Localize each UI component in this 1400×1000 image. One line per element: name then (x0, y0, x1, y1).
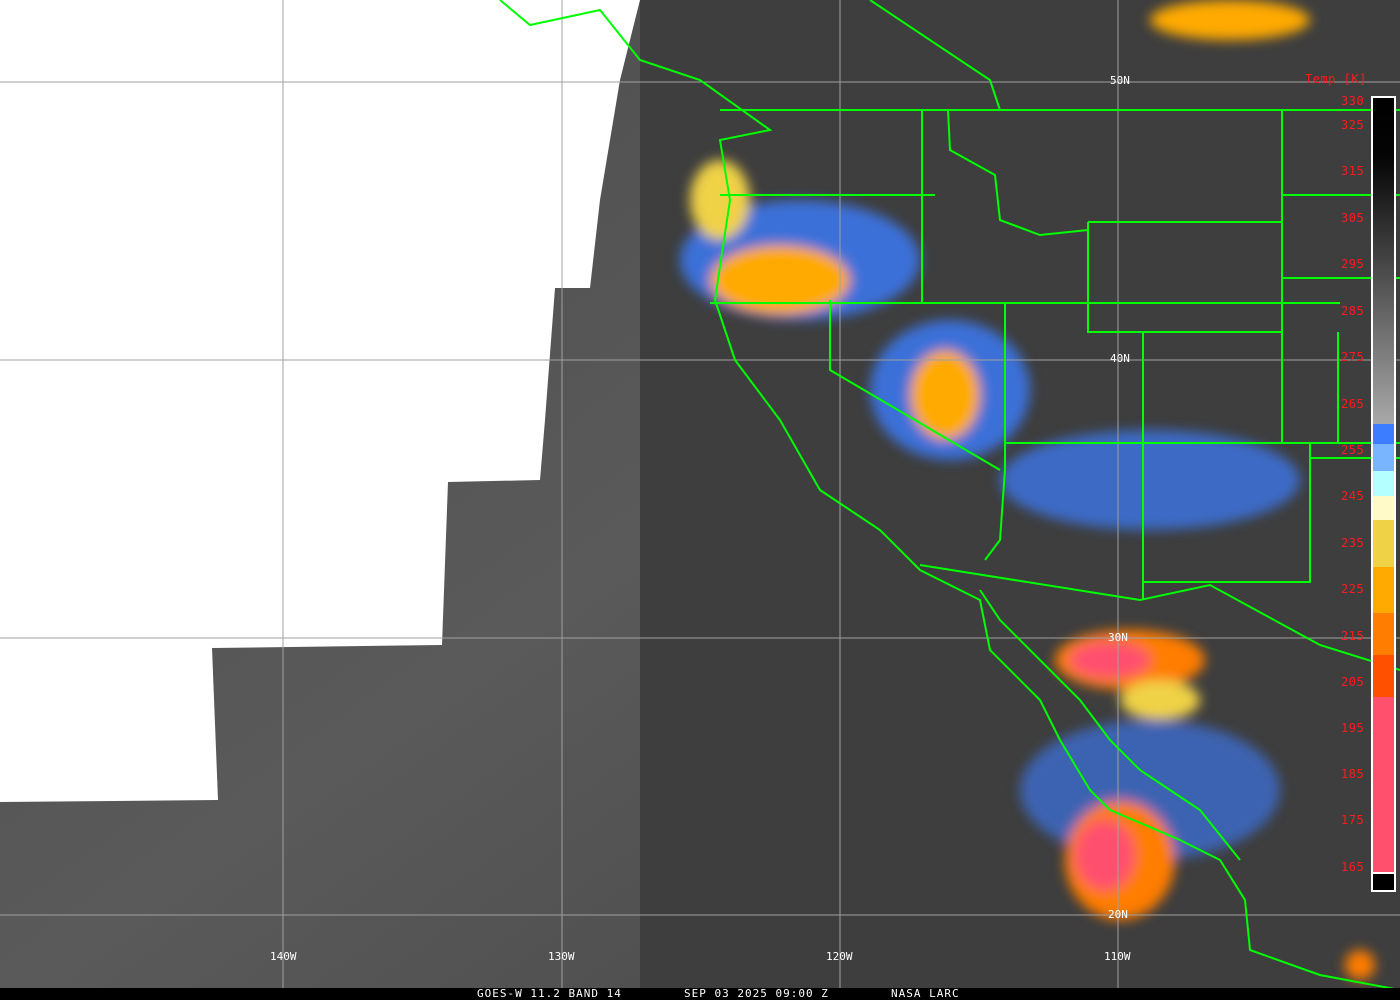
colorbar (1371, 96, 1396, 892)
colorbar-tick-label: 330 (1341, 94, 1365, 108)
colorbar-tick-label: 215 (1341, 629, 1365, 643)
colorbar-tick-label: 285 (1341, 304, 1365, 318)
caption-bar: GOES-W 11.2 BAND 14 SEP 03 2025 09:00 Z … (0, 988, 1400, 1000)
boundaries (499, 0, 1400, 991)
colorbar-tick-label: 275 (1341, 350, 1365, 364)
colorbar-tick-label: 325 (1341, 118, 1365, 132)
timestamp: SEP 03 2025 09:00 Z (684, 987, 829, 1000)
lat-label: 20N (1108, 908, 1128, 921)
lat-label: 40N (1110, 352, 1130, 365)
colorbar-title: Temp [K] (1305, 72, 1367, 86)
lat-label: 50N (1110, 74, 1130, 87)
lon-label: 140W (270, 950, 297, 963)
colorbar-tick-label: 165 (1341, 860, 1365, 874)
colorbar-tick-label: 265 (1341, 397, 1365, 411)
lon-label: 110W (1104, 950, 1131, 963)
colorbar-tick-label: 305 (1341, 211, 1365, 225)
colorbar-tick-label: 195 (1341, 721, 1365, 735)
colorbar-tick-label: 205 (1341, 675, 1365, 689)
source: NASA LARC (891, 987, 960, 1000)
colorbar-tick-label: 295 (1341, 257, 1365, 271)
colorbar-tick-label: 245 (1341, 489, 1365, 503)
no-data-region (0, 0, 640, 802)
lat-label: 30N (1108, 631, 1128, 644)
colorbar-tick-label: 235 (1341, 536, 1365, 550)
colorbar-tick-label: 185 (1341, 767, 1365, 781)
lon-label: 120W (826, 950, 853, 963)
colorbar-tick-label: 175 (1341, 813, 1365, 827)
colorbar-tick-label: 225 (1341, 582, 1365, 596)
lon-label: 130W (548, 950, 575, 963)
cloud-features (680, 0, 1375, 980)
colorbar-tick-label: 255 (1341, 443, 1365, 457)
satellite-band: GOES-W 11.2 BAND 14 (477, 987, 622, 1000)
colorbar-tick-label: 315 (1341, 164, 1365, 178)
